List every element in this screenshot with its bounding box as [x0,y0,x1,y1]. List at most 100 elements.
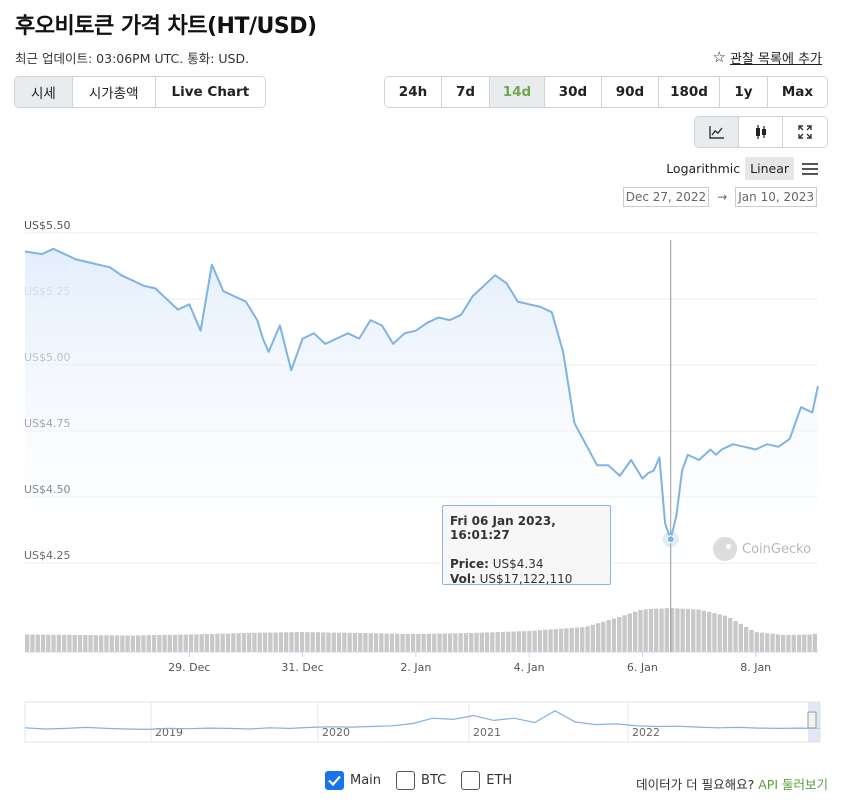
range-max-button[interactable]: Max [768,77,827,107]
volume-bar [474,632,479,652]
date-range: Dec 27, 2022 → Jan 10, 2023 [622,187,817,207]
x-tick-label: 31. Dec [281,661,323,674]
range-90d-button[interactable]: 90d [602,77,659,107]
series-legend: Main BTC ETH [325,771,527,790]
volume-bar [759,632,765,652]
volume-bar [373,633,379,652]
volume-bar [210,633,215,652]
volume-bar [638,610,643,652]
tab-market-cap-label: 시가총액 [88,86,139,102]
volume-bar [199,634,204,652]
volume-bar [173,634,178,652]
navigator-year-label: 2021 [473,726,501,739]
volume-bar [405,633,410,652]
range-14d-button[interactable]: 14d [490,77,545,107]
chart-menu-icon[interactable] [802,160,818,178]
volume-bar [395,633,400,652]
checkbox-main[interactable] [325,771,344,790]
x-tick-label: 6. Jan [627,661,658,674]
volume-bar [463,633,469,652]
volume-bar [553,629,558,652]
checkbox-btc[interactable] [396,771,416,790]
range-24h-button[interactable]: 24h [385,77,442,107]
volume-bar [442,633,447,652]
volume-bar [321,632,326,652]
volume-bar [35,634,40,652]
tooltip-price-value: US$4.34 [492,557,544,571]
volume-bar [299,632,305,652]
volume-bar [294,632,299,652]
volume-bar [46,634,51,652]
api-link[interactable]: API 둘러보기 [758,777,828,792]
volume-bar [516,631,521,652]
legend-main-toggle[interactable]: Main [325,771,381,790]
range-30d-button[interactable]: 30d [545,77,602,107]
volume-bar [733,620,738,652]
volume-bar [791,634,796,652]
add-to-watchlist-link[interactable]: ☆ 관찰 목록에 추가 [713,48,822,68]
volume-bar [262,632,268,652]
tab-price-label: 시세 [31,86,56,102]
volume-bar [389,633,395,652]
volume-bar [178,634,183,652]
volume-bar [622,615,627,653]
volume-bar [717,614,722,652]
volume-bar [648,609,654,652]
volume-bar [136,635,141,652]
tab-market-cap[interactable]: 시가총액 [72,77,156,107]
volume-bar [305,632,310,652]
api-promo: 데이터가 더 필요해요? API 둘러보기 [636,774,828,793]
volume-bar [707,611,712,652]
navigator-frame [24,701,821,743]
price-chart[interactable]: US$4.25US$4.50US$4.75US$5.00US$5.25US$5.… [0,0,844,760]
date-to-input[interactable]: Jan 10, 2023 [735,187,817,207]
range-1y-button[interactable]: 1y [720,77,768,107]
tab-live-chart[interactable]: Live Chart [155,77,266,107]
time-range-selector: 24h 7d 14d 30d 90d 180d 1y Max [384,76,828,108]
navigator-handle[interactable] [807,711,817,729]
volume-bar [231,633,236,652]
volume-bar [379,633,384,652]
candlestick-chart-button[interactable] [739,117,783,147]
expand-icon [798,125,812,139]
volume-bar [62,634,67,652]
volume-bar [685,608,691,652]
volume-bar [284,632,289,652]
volume-bar [775,634,780,652]
date-range-arrow: → [717,190,728,204]
checkbox-eth[interactable] [461,771,481,790]
volume-bar [358,633,363,652]
volume-bar [310,632,315,652]
legend-eth-toggle[interactable]: ETH [461,771,512,790]
navigator-series-line [24,710,821,731]
legend-btc-toggle[interactable]: BTC [396,771,446,790]
volume-bar [712,613,717,652]
volume-bar [527,630,532,652]
volume-bar [188,634,194,652]
volume-bar [93,635,98,652]
volume-bar [72,635,77,652]
volume-bar [754,632,759,652]
x-tick-label: 2. Jan [400,661,431,674]
volume-bar [77,635,83,652]
linear-scale-button[interactable]: Linear [745,157,794,180]
logarithmic-scale-button[interactable]: Logarithmic [666,161,741,176]
volume-bar [114,635,120,652]
volume-bar [83,635,88,652]
price-series-line [24,247,819,541]
volume-bar [611,618,617,652]
volume-bar [130,635,135,652]
volume-bar [521,631,527,652]
volume-bar [580,627,585,652]
volume-bar [151,635,157,652]
date-from-input[interactable]: Dec 27, 2022 [622,187,710,207]
tooltip-vol-label: Vol: [450,572,476,586]
tab-price[interactable]: 시세 [15,77,73,107]
volume-bar [458,633,463,652]
range-7d-button[interactable]: 7d [442,77,490,107]
fullscreen-button[interactable] [783,117,827,147]
volume-bar [807,634,812,652]
line-chart-button[interactable] [695,117,739,147]
range-180d-button[interactable]: 180d [659,77,720,107]
legend-eth-label: ETH [486,773,513,788]
